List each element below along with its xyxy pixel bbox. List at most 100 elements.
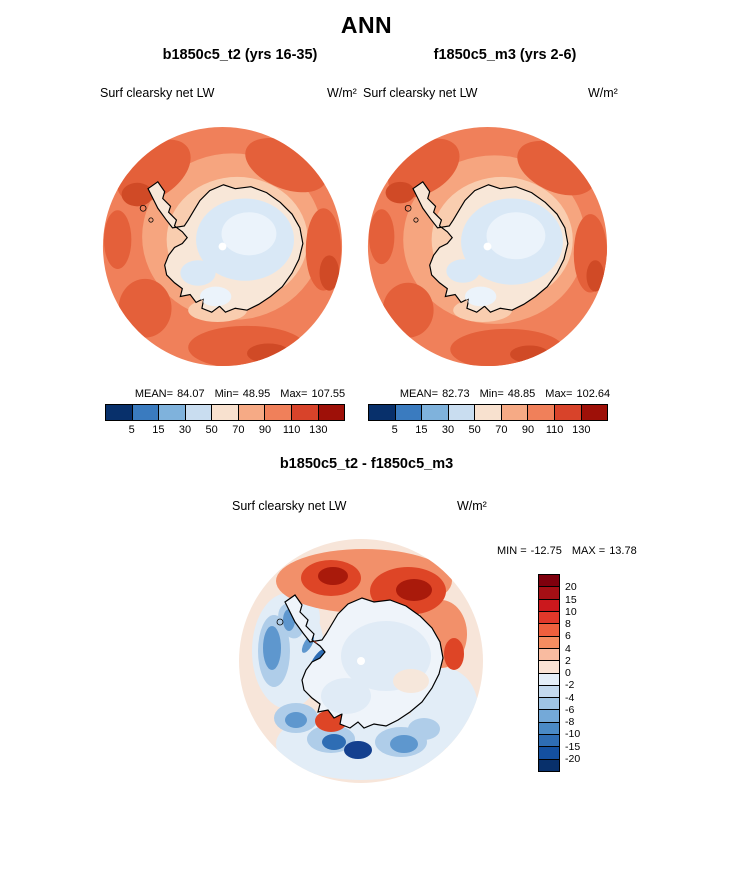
colorbar-segment [539, 758, 559, 771]
colorbar-tick-label: 110 [282, 424, 301, 436]
colorbar-segment [500, 405, 528, 420]
min-stat: MIN = -12.75 [497, 545, 562, 557]
colorbar-tick-labels: 5 15 30 50 70 90 110 130 [368, 421, 608, 437]
plateau-contour [180, 260, 216, 286]
pole-dot [218, 242, 227, 251]
contour-blob [450, 328, 564, 367]
colorbar-absolute-left: 5 15 30 50 70 90 110 130 [105, 404, 345, 437]
ice-shelf-contour [199, 286, 232, 307]
pole-dot [357, 657, 365, 665]
units-label-diff: W/m² [457, 499, 487, 513]
max-value: 102.64 [576, 388, 611, 400]
cool-anomaly-core [344, 741, 372, 759]
colorbar-tick-labels: 20 15 10 8 6 4 2 0 -2 -4 -6 -8 -10 -15 -20 [565, 575, 599, 771]
colorbar-segment [290, 405, 318, 420]
island-contour [139, 204, 147, 212]
min-label: MIN = [497, 545, 527, 557]
units-label-left: W/m² [327, 86, 357, 100]
island-contour [413, 217, 419, 223]
max-label: Max= [280, 388, 308, 400]
warm-anomaly-core [318, 567, 348, 585]
colorbar-tick-label: 130 [572, 424, 591, 436]
colorbar-segment [106, 405, 132, 420]
colorbar-tick-labels: 5 15 30 50 70 90 110 130 [105, 421, 345, 437]
colorbar-segment [580, 405, 608, 420]
positive-anomaly-blobs [276, 549, 467, 732]
cool-anomaly-core [285, 712, 307, 728]
min-label: Min= [479, 388, 504, 400]
plateau-contour [486, 212, 546, 260]
units-label-right: W/m² [588, 86, 618, 100]
ice-shelf-contour [464, 286, 497, 307]
colorbar-tick-label: 110 [545, 424, 564, 436]
max-label: Max= [545, 388, 573, 400]
colorbar-tick-label: 5 [128, 424, 135, 436]
plateau-contour [446, 259, 480, 283]
colorbar-tick-label: 20 [565, 581, 577, 594]
min-value: -12.75 [530, 545, 562, 557]
colorbar-segment [539, 598, 559, 611]
colorbar-segment [158, 405, 185, 420]
colorbar-absolute-right: 5 15 30 50 70 90 110 130 [368, 404, 608, 437]
panel-title-b1850c5-t2: b1850c5_t2 (yrs 16-35) [162, 47, 318, 63]
colorbar-segment [539, 575, 559, 587]
mean-stat: MEAN= 82.73 [400, 388, 470, 400]
island-contour [276, 618, 284, 626]
min-stat: Min= 48.95 [215, 388, 271, 400]
ice-sheet-contours [446, 198, 563, 307]
colorbar-segment [131, 405, 159, 420]
colorbar-tick-label: 30 [441, 424, 455, 436]
contour-blob [103, 210, 132, 270]
max-value: 13.78 [609, 545, 637, 557]
colorbar-difference: 20 15 10 8 6 4 2 0 -2 -4 -6 -8 -10 -15 -20 [538, 574, 580, 772]
colorbar-segment [539, 586, 559, 599]
colorbar-segments [368, 404, 608, 421]
cool-anomaly-core [263, 626, 281, 670]
colorbar-segment [539, 721, 559, 735]
stats-b1850c5-t2: MEAN= 84.07 Min= 48.95 Max= 107.55 [100, 388, 380, 400]
colorbar-tick-label: 90 [258, 424, 272, 436]
map-difference [239, 539, 483, 783]
figure-title: ANN [340, 12, 393, 38]
colorbar-segment [211, 405, 238, 420]
colorbar-tick-label: 15 [152, 424, 165, 436]
colorbar-segment [539, 672, 559, 685]
colorbar-segment [553, 405, 581, 420]
colorbar-tick-label: 70 [232, 424, 245, 436]
colorbar-segment [394, 405, 422, 420]
colorbar-tick-label: 0 [565, 667, 571, 679]
pole-dot [483, 242, 492, 251]
island-contour [404, 204, 412, 212]
stats-f1850c5-m3: MEAN= 82.73 Min= 48.85 Max= 102.64 [365, 388, 645, 400]
colorbar-tick-label: -6 [565, 703, 575, 716]
colorbar-segment [539, 623, 559, 636]
colorbar-tick-label: 70 [495, 424, 508, 436]
colorbar-segment [539, 684, 559, 698]
contour-blob-dark [121, 182, 153, 207]
colorbar-segment [539, 635, 559, 648]
colorbar-segment [539, 697, 559, 710]
mean-value: 82.73 [442, 388, 470, 400]
max-stat: MAX = 13.78 [572, 545, 637, 557]
colorbar-segment [369, 405, 395, 420]
cool-anomaly-core [390, 735, 418, 753]
colorbar-tick-label: 130 [309, 424, 328, 436]
colorbar-segment [527, 405, 554, 420]
colorbar-tick-label: -2 [565, 679, 575, 692]
mean-value: 84.07 [177, 388, 205, 400]
contour-blob [118, 278, 172, 338]
colorbar-segment [317, 405, 345, 420]
mean-stat: MEAN= 84.07 [135, 388, 205, 400]
diff-minmax: MIN = -12.75 MAX = 13.78 [497, 545, 637, 557]
land-warm-patch [393, 669, 429, 693]
colorbar-tick-label: 90 [521, 424, 535, 436]
colorbar-segment [237, 405, 265, 420]
colorbar-tick-label: -10 [565, 728, 581, 741]
island-contour [148, 217, 154, 223]
colorbar-tick-label: 5 [391, 424, 398, 436]
colorbar-tick-label: -15 [565, 740, 581, 753]
cool-anomaly [408, 718, 440, 740]
colorbar-tick-label: -20 [565, 752, 581, 765]
max-stat: Max= 102.64 [545, 388, 610, 400]
